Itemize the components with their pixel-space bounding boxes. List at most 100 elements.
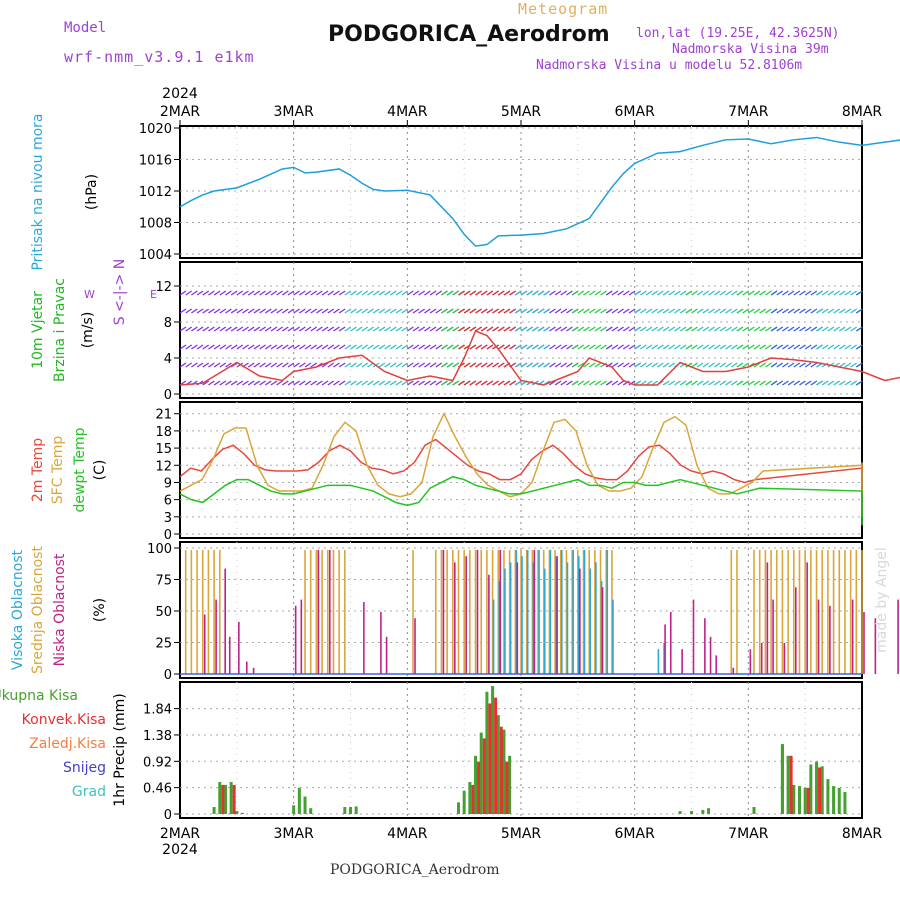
wind-barb bbox=[208, 380, 215, 386]
wind-barb bbox=[833, 344, 840, 350]
wind-barb bbox=[645, 344, 653, 350]
precip-bar bbox=[485, 691, 489, 814]
wind-barb bbox=[526, 362, 534, 368]
wind-barb bbox=[537, 290, 545, 296]
wind-barb bbox=[674, 326, 681, 332]
wind-barb bbox=[611, 362, 619, 368]
wind-barb bbox=[526, 344, 534, 350]
wind-barb bbox=[594, 344, 602, 350]
wind-barb bbox=[213, 344, 221, 350]
wind-barb bbox=[424, 344, 431, 350]
wind-barb bbox=[674, 344, 681, 350]
wind-barb bbox=[639, 326, 647, 332]
precip-bar bbox=[229, 782, 233, 814]
temp-ylabel-dewpt: dewpt Temp bbox=[72, 427, 88, 512]
precip-bar bbox=[221, 784, 225, 814]
wind-barb bbox=[441, 308, 448, 314]
wind-barb bbox=[600, 362, 607, 368]
y-tick-label: 4 bbox=[164, 352, 172, 367]
wind-barb bbox=[850, 326, 857, 332]
wind-barb bbox=[503, 326, 511, 332]
wind-barb bbox=[526, 380, 534, 386]
x-tick-label-bottom: 7MAR bbox=[728, 826, 769, 842]
wind-barb bbox=[475, 290, 482, 296]
wind-barb bbox=[747, 380, 755, 386]
wind-barb bbox=[554, 290, 562, 296]
wind-barb bbox=[355, 380, 363, 386]
precip-bar bbox=[690, 811, 693, 814]
wind-barb bbox=[560, 326, 568, 332]
wind-barb bbox=[742, 308, 750, 314]
wind-barb bbox=[253, 362, 261, 368]
credit-label: made by Angel bbox=[874, 547, 890, 653]
cloud-ylabel-mid: Srednja Oblacnost bbox=[30, 546, 46, 674]
wind-barb bbox=[594, 326, 602, 332]
wind-barb bbox=[600, 308, 607, 314]
footer-station: PODGORICA_Aerodrom bbox=[330, 862, 500, 878]
wind-barb bbox=[543, 362, 551, 368]
wind-barb bbox=[469, 290, 477, 296]
wind-barb bbox=[674, 380, 681, 386]
wind-barb bbox=[611, 380, 619, 386]
wind-barb bbox=[691, 362, 698, 368]
wind-barb bbox=[191, 344, 198, 350]
wind-barb bbox=[554, 344, 562, 350]
wind-barb bbox=[588, 344, 596, 350]
wind-barb bbox=[821, 380, 829, 386]
y-tick-label: 0 bbox=[164, 808, 172, 823]
wind-barb bbox=[401, 308, 409, 314]
precip-bar bbox=[292, 805, 296, 814]
wind-barb bbox=[179, 344, 187, 350]
precip-bar bbox=[803, 787, 807, 814]
wind-barb bbox=[799, 362, 806, 368]
precip-legend-item: Grad bbox=[72, 784, 106, 800]
wind-barb bbox=[179, 290, 187, 296]
wind-barb bbox=[691, 326, 698, 332]
wind-barb bbox=[838, 344, 846, 350]
wind-barb bbox=[549, 326, 556, 332]
wind-barb bbox=[225, 344, 232, 350]
wind-barb bbox=[799, 326, 806, 332]
precip-bar bbox=[482, 738, 486, 814]
wind-barb bbox=[571, 380, 579, 386]
wind-barb bbox=[236, 290, 244, 296]
wind-barb bbox=[736, 290, 744, 296]
y-tick-label: 0.46 bbox=[143, 782, 172, 797]
x-tick-label-bottom: 8MAR bbox=[842, 826, 883, 842]
wind-barb bbox=[293, 326, 301, 332]
wind-barb bbox=[219, 344, 227, 350]
wind-barb bbox=[696, 344, 704, 350]
wind-barb bbox=[355, 344, 363, 350]
wind-barb bbox=[514, 380, 522, 386]
x-tick-label-top: 6MAR bbox=[615, 104, 656, 120]
wind-barb bbox=[429, 344, 437, 350]
wind-barb bbox=[668, 362, 676, 368]
wind-barb bbox=[378, 290, 386, 296]
wind-barb bbox=[361, 344, 369, 350]
wind-barb bbox=[355, 362, 363, 368]
wind-barb bbox=[196, 344, 204, 350]
x-tick-label-bottom: 6MAR bbox=[615, 826, 656, 842]
wind-barb bbox=[679, 326, 687, 332]
wind-barb bbox=[486, 308, 494, 314]
wind-barb bbox=[270, 290, 278, 296]
wind-barb bbox=[708, 308, 715, 314]
wind-barb bbox=[514, 326, 522, 332]
cloud-ylabel-high: Visoka Oblacnost bbox=[10, 549, 26, 670]
wind-barb bbox=[298, 380, 306, 386]
wind-barb bbox=[446, 380, 454, 386]
y-tick-label: 0.92 bbox=[143, 755, 172, 770]
wind-barb bbox=[537, 308, 545, 314]
wind-barb bbox=[639, 362, 647, 368]
wind-barb bbox=[628, 308, 636, 314]
wind-barb bbox=[577, 290, 585, 296]
wind-barb bbox=[412, 326, 420, 332]
wind-barb bbox=[702, 362, 710, 368]
wind-barb bbox=[702, 326, 710, 332]
wind-barb bbox=[310, 326, 318, 332]
cloud-unit-label: (%) bbox=[92, 598, 108, 622]
model-name: wrf-nmm_v3.9.1 e1km bbox=[64, 48, 255, 66]
wind-barb bbox=[452, 308, 460, 314]
wind-barb bbox=[196, 362, 204, 368]
wind-barb bbox=[316, 326, 323, 332]
